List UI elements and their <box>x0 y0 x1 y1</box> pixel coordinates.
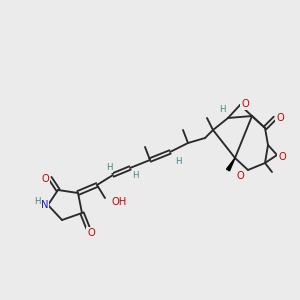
Text: H: H <box>34 197 41 206</box>
Text: N: N <box>41 200 49 210</box>
Text: O: O <box>41 174 49 184</box>
Text: O: O <box>241 99 249 109</box>
Text: O: O <box>236 171 244 181</box>
Polygon shape <box>226 158 235 171</box>
Text: H: H <box>106 164 112 172</box>
Text: O: O <box>278 152 286 162</box>
Text: H: H <box>175 157 181 166</box>
Text: OH: OH <box>112 197 127 207</box>
Text: H: H <box>219 106 225 115</box>
Text: H: H <box>132 172 138 181</box>
Text: O: O <box>87 228 95 238</box>
Text: O: O <box>276 113 284 123</box>
